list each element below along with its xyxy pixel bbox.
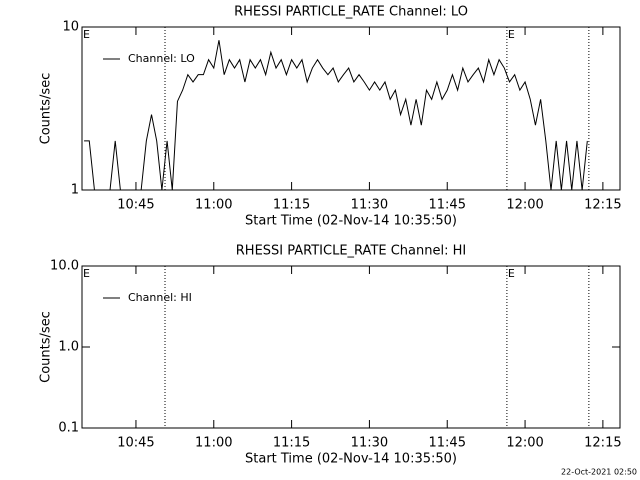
x-tick-label: 11:00 [195, 198, 232, 213]
x-tick-label: 12:15 [584, 198, 621, 213]
x-tick-label: 12:15 [584, 436, 621, 451]
event-label: E [83, 267, 90, 280]
x-tick-label: 11:45 [429, 198, 466, 213]
event-label: E [508, 267, 515, 280]
event-label: E [508, 28, 515, 41]
x-tick-label: 11:15 [273, 436, 310, 451]
footer: 22-Oct-2021 02:50 [561, 468, 637, 477]
y-tick-label: 1 [71, 183, 79, 198]
x-tick-label: 11:45 [429, 436, 466, 451]
event-label: E [83, 28, 90, 41]
y-tick-label: 0.1 [58, 421, 79, 436]
x-tick-label: 11:30 [351, 436, 388, 451]
y-tick-label: 10 [62, 20, 79, 35]
x-tick-label: 11:30 [351, 198, 388, 213]
x-tick-label: 12:00 [506, 436, 543, 451]
y-tick-label: 10.0 [50, 259, 79, 274]
data-line [84, 40, 588, 191]
x-tick-label: 10:45 [117, 198, 154, 213]
y-axis-label: Counts/sec [39, 73, 54, 145]
x-axis-label: Start Time (02-Nov-14 10:35:50) [245, 214, 457, 229]
x-tick-label: 10:45 [117, 436, 154, 451]
y-axis-label: Counts/sec [39, 311, 54, 383]
legend-label: Channel: HI [128, 291, 192, 304]
x-tick-label: 11:15 [273, 198, 310, 213]
x-tick-label: 11:00 [195, 436, 232, 451]
x-tick-label: 12:00 [506, 198, 543, 213]
chart-title: RHESSI PARTICLE_RATE Channel: HI [236, 244, 466, 259]
legend-label: Channel: LO [128, 52, 195, 65]
plot-frame [81, 26, 621, 191]
x-axis-label: Start Time (02-Nov-14 10:35:50) [245, 452, 457, 467]
chart-title: RHESSI PARTICLE_RATE Channel: LO [234, 5, 468, 20]
y-tick-label: 1.0 [58, 340, 79, 355]
